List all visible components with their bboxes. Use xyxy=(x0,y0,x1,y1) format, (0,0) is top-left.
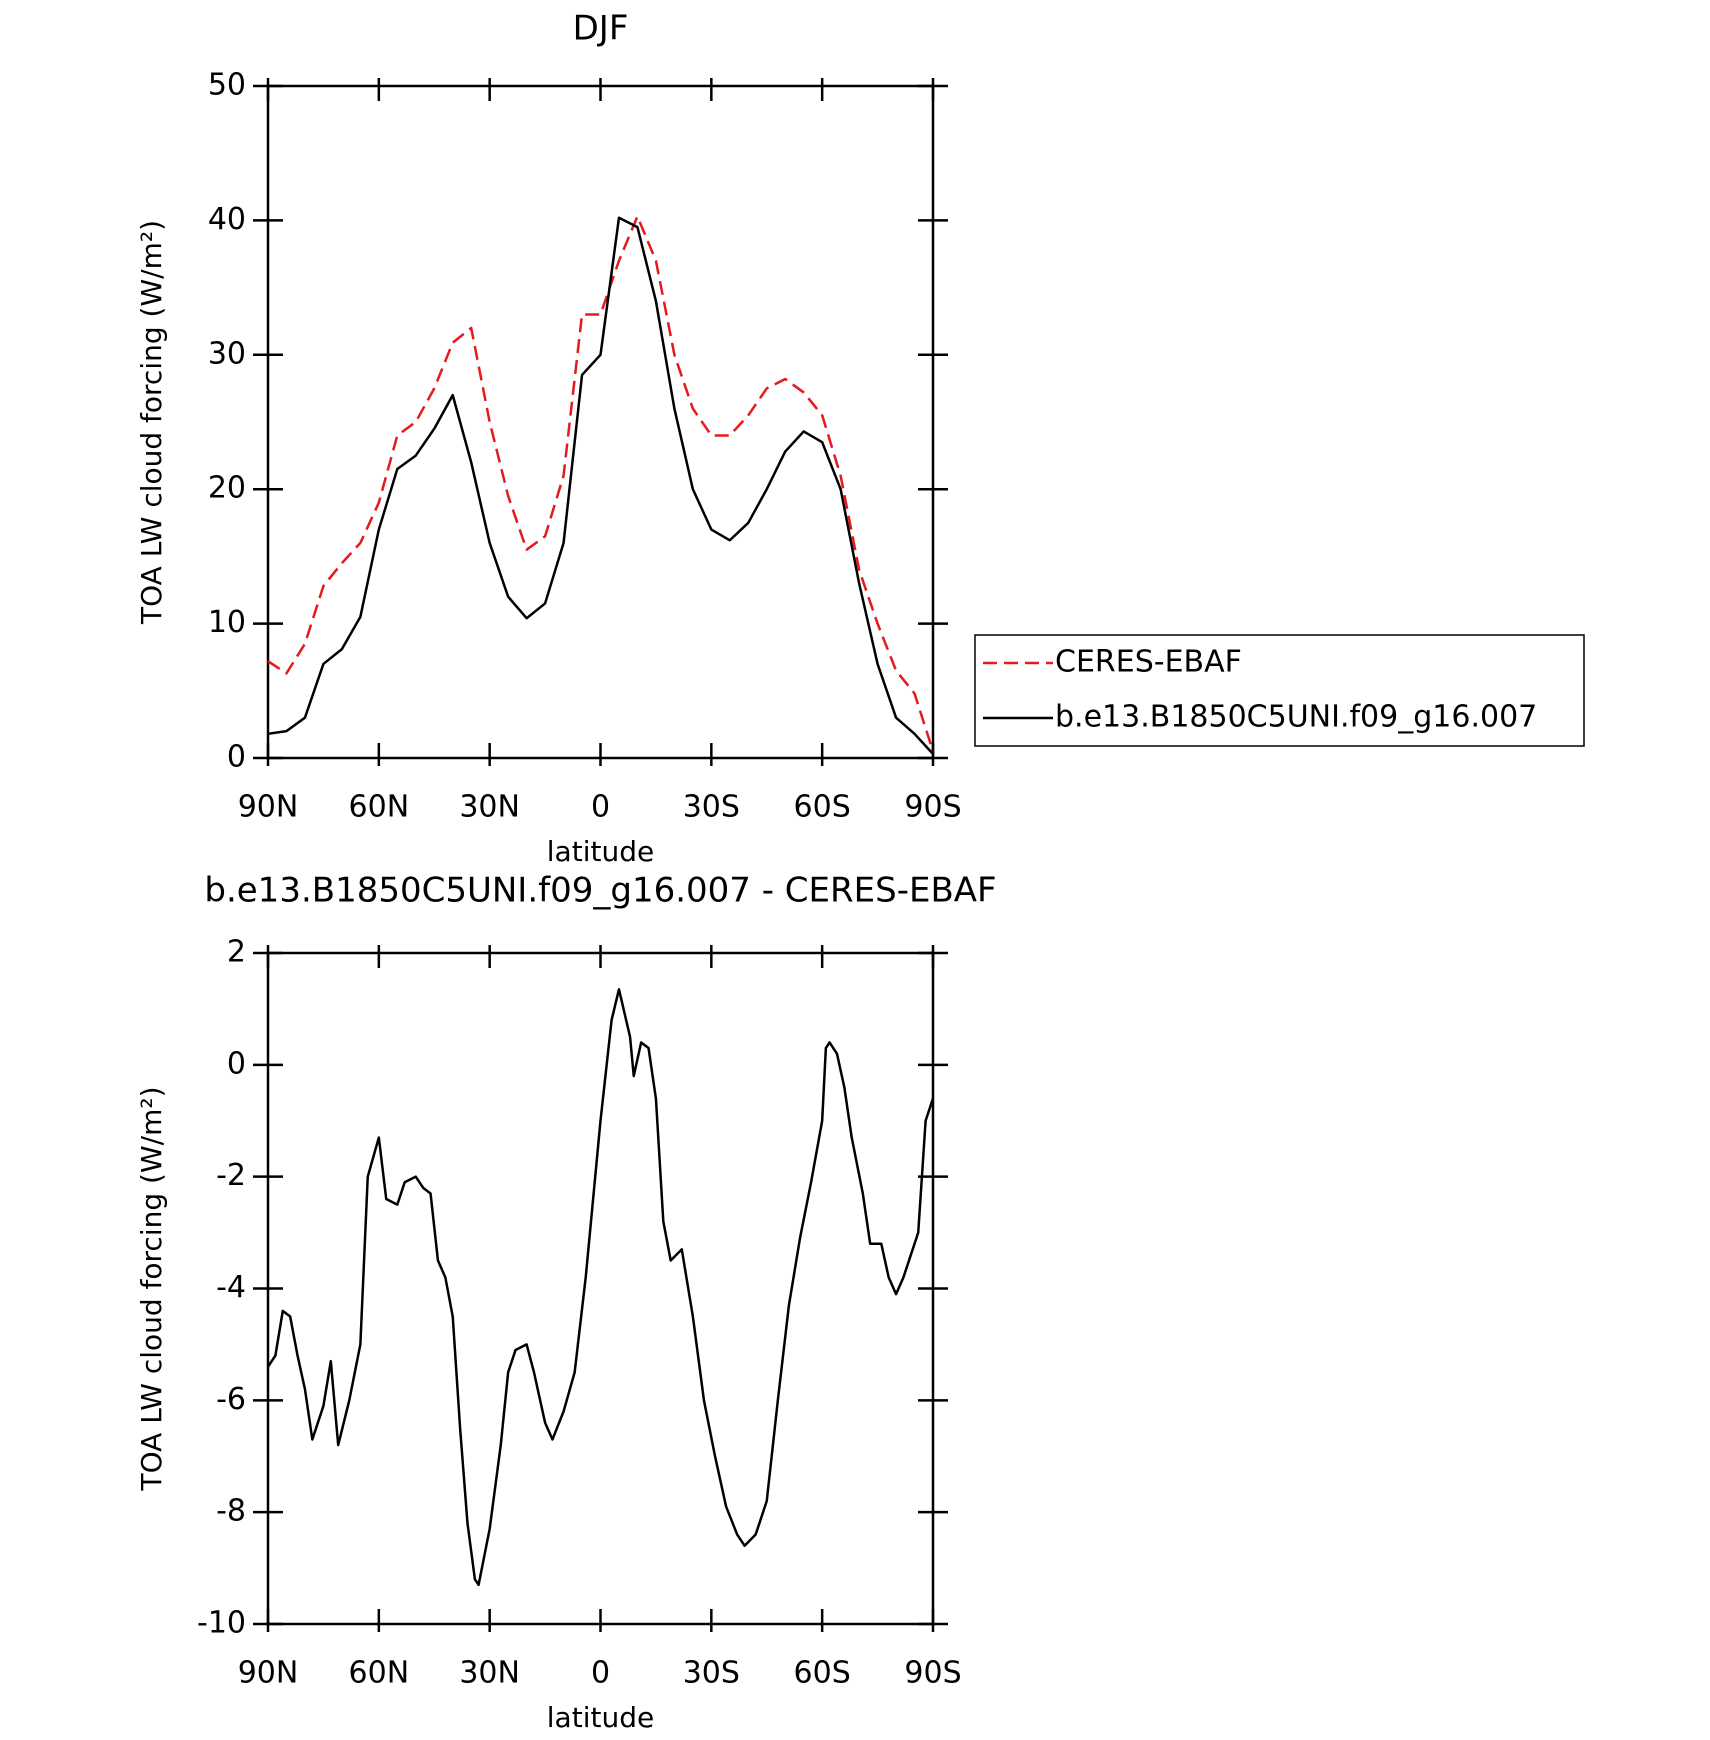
plot-frame xyxy=(266,951,935,1626)
x-tick-label: 90S xyxy=(904,790,961,825)
x-axis-label: latitude xyxy=(547,1701,654,1734)
y-tick-label: 40 xyxy=(208,202,246,237)
x-tick-label: 30S xyxy=(683,790,740,825)
x-tick-label: 0 xyxy=(591,790,610,825)
y-tick-label: 0 xyxy=(227,740,246,775)
data-line xyxy=(267,215,935,752)
y-tick-label: -2 xyxy=(216,1158,246,1193)
legend-label: b.e13.B1850C5UNI.f09_g16.007 xyxy=(1055,700,1537,735)
y-tick-label: -4 xyxy=(216,1270,246,1305)
chart-title: DJF xyxy=(573,9,629,49)
y-tick-label: 50 xyxy=(208,68,246,103)
x-tick-label: 90N xyxy=(238,1656,299,1691)
y-tick-label: 30 xyxy=(208,336,246,371)
y-tick-label: 0 xyxy=(227,1046,246,1081)
x-tick-label: 30N xyxy=(459,790,520,825)
data-line xyxy=(266,988,935,1587)
data-line xyxy=(267,216,934,755)
y-axis-label: TOA LW cloud forcing (W/m²) xyxy=(135,1087,168,1492)
y-tick-label: 2 xyxy=(227,935,246,970)
x-tick-label: 0 xyxy=(591,1656,610,1691)
y-axis-label: TOA LW cloud forcing (W/m²) xyxy=(135,220,168,625)
x-axis-label: latitude xyxy=(547,835,654,868)
x-tick-label: 60S xyxy=(794,1656,851,1691)
x-tick-label: 90S xyxy=(904,1656,961,1691)
x-tick-label: 30S xyxy=(683,1656,740,1691)
y-tick-label: -6 xyxy=(216,1382,246,1417)
y-tick-label: 20 xyxy=(208,471,246,506)
y-tick-label: -8 xyxy=(216,1494,246,1529)
x-tick-label: 60S xyxy=(794,790,851,825)
x-tick-label: 60N xyxy=(349,1656,410,1691)
y-tick-label: -10 xyxy=(197,1606,246,1641)
x-tick-label: 30N xyxy=(459,1656,520,1691)
y-tick-label: 10 xyxy=(208,605,246,640)
x-tick-label: 60N xyxy=(349,790,410,825)
chart-title: b.e13.B1850C5UNI.f09_g16.007 - CERES-EBA… xyxy=(204,871,996,911)
legend-label: CERES-EBAF xyxy=(1055,645,1242,680)
plot-frame xyxy=(266,84,935,760)
legend-box xyxy=(974,634,1585,747)
x-tick-label: 90N xyxy=(238,790,299,825)
